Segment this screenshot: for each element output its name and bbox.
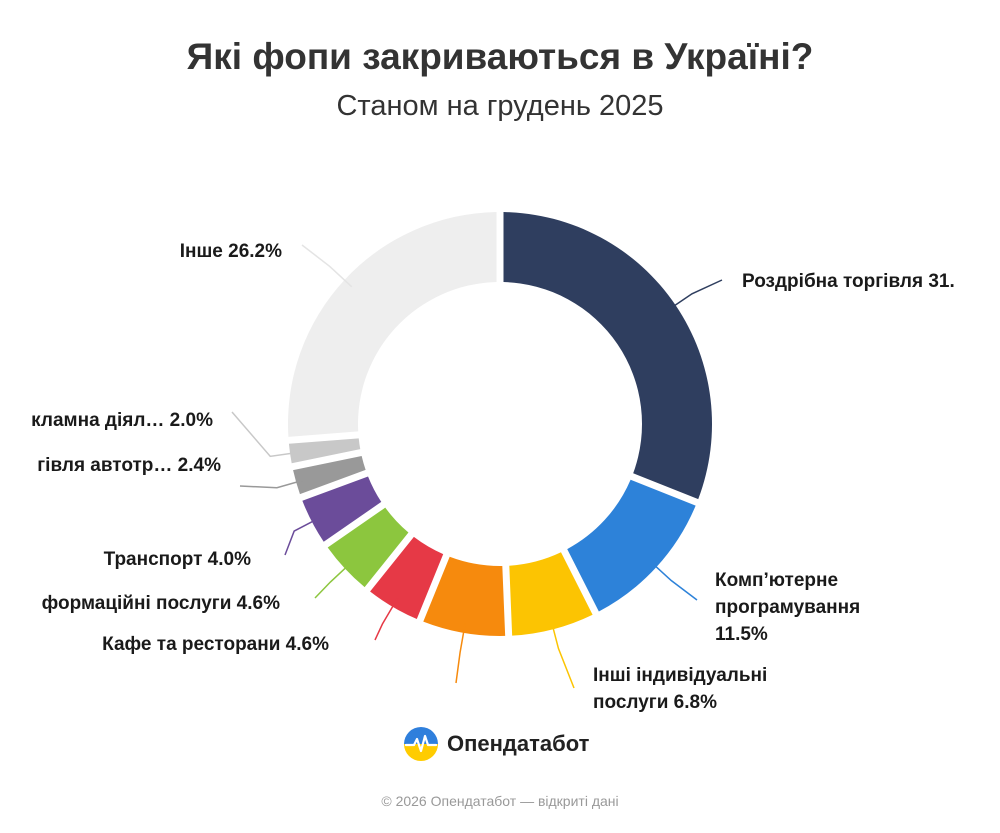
donut-slice — [567, 479, 696, 612]
brand-logo: Опендатабот — [403, 726, 589, 762]
chart-title: Які фопи закриваються в Україні? — [186, 36, 814, 77]
leader-line — [374, 597, 399, 641]
ukraine-heart-icon — [404, 727, 438, 761]
leader-line — [314, 561, 353, 599]
donut-slice — [288, 438, 361, 464]
slice-label: Роздрібна торгівля 31. — [742, 271, 955, 292]
chart-subtitle: Станом на грудень 2025 — [336, 90, 664, 122]
donut-slice — [370, 536, 444, 619]
leader-line — [284, 516, 322, 556]
slice-label: Комп’ютерне програмування 11.5% — [715, 570, 860, 645]
donut-slice — [293, 456, 366, 495]
slice-label: Кафе та ресторани 4.6% — [102, 634, 329, 655]
slice-label: Інші індивідуальні послуги 6.8% — [593, 665, 767, 713]
slice-label: Транспорт 4.0% — [104, 549, 252, 570]
leader-line — [648, 559, 698, 601]
donut-slice — [288, 212, 497, 437]
donut-slice — [423, 556, 506, 636]
footer-copyright: © 2026 Опендатабот — відкриті дані — [381, 793, 619, 809]
donut-slice — [302, 476, 382, 542]
leader-line — [550, 619, 575, 689]
leader-line — [301, 244, 353, 288]
leader-line — [231, 411, 301, 458]
leader-line — [455, 622, 466, 684]
leader-line — [666, 279, 723, 312]
donut-slice — [503, 212, 712, 500]
donut-slice — [509, 552, 593, 636]
brand-name: Опендатабот — [447, 731, 590, 756]
leader-line — [239, 478, 306, 489]
slice-label: кламна діял… 2.0% — [31, 410, 213, 431]
slice-label: формаційні послуги 4.6% — [42, 593, 280, 614]
slice-label: гівля автотр… 2.4% — [37, 455, 221, 476]
slice-label: Інше 26.2% — [180, 241, 282, 262]
donut-slice — [327, 507, 409, 588]
